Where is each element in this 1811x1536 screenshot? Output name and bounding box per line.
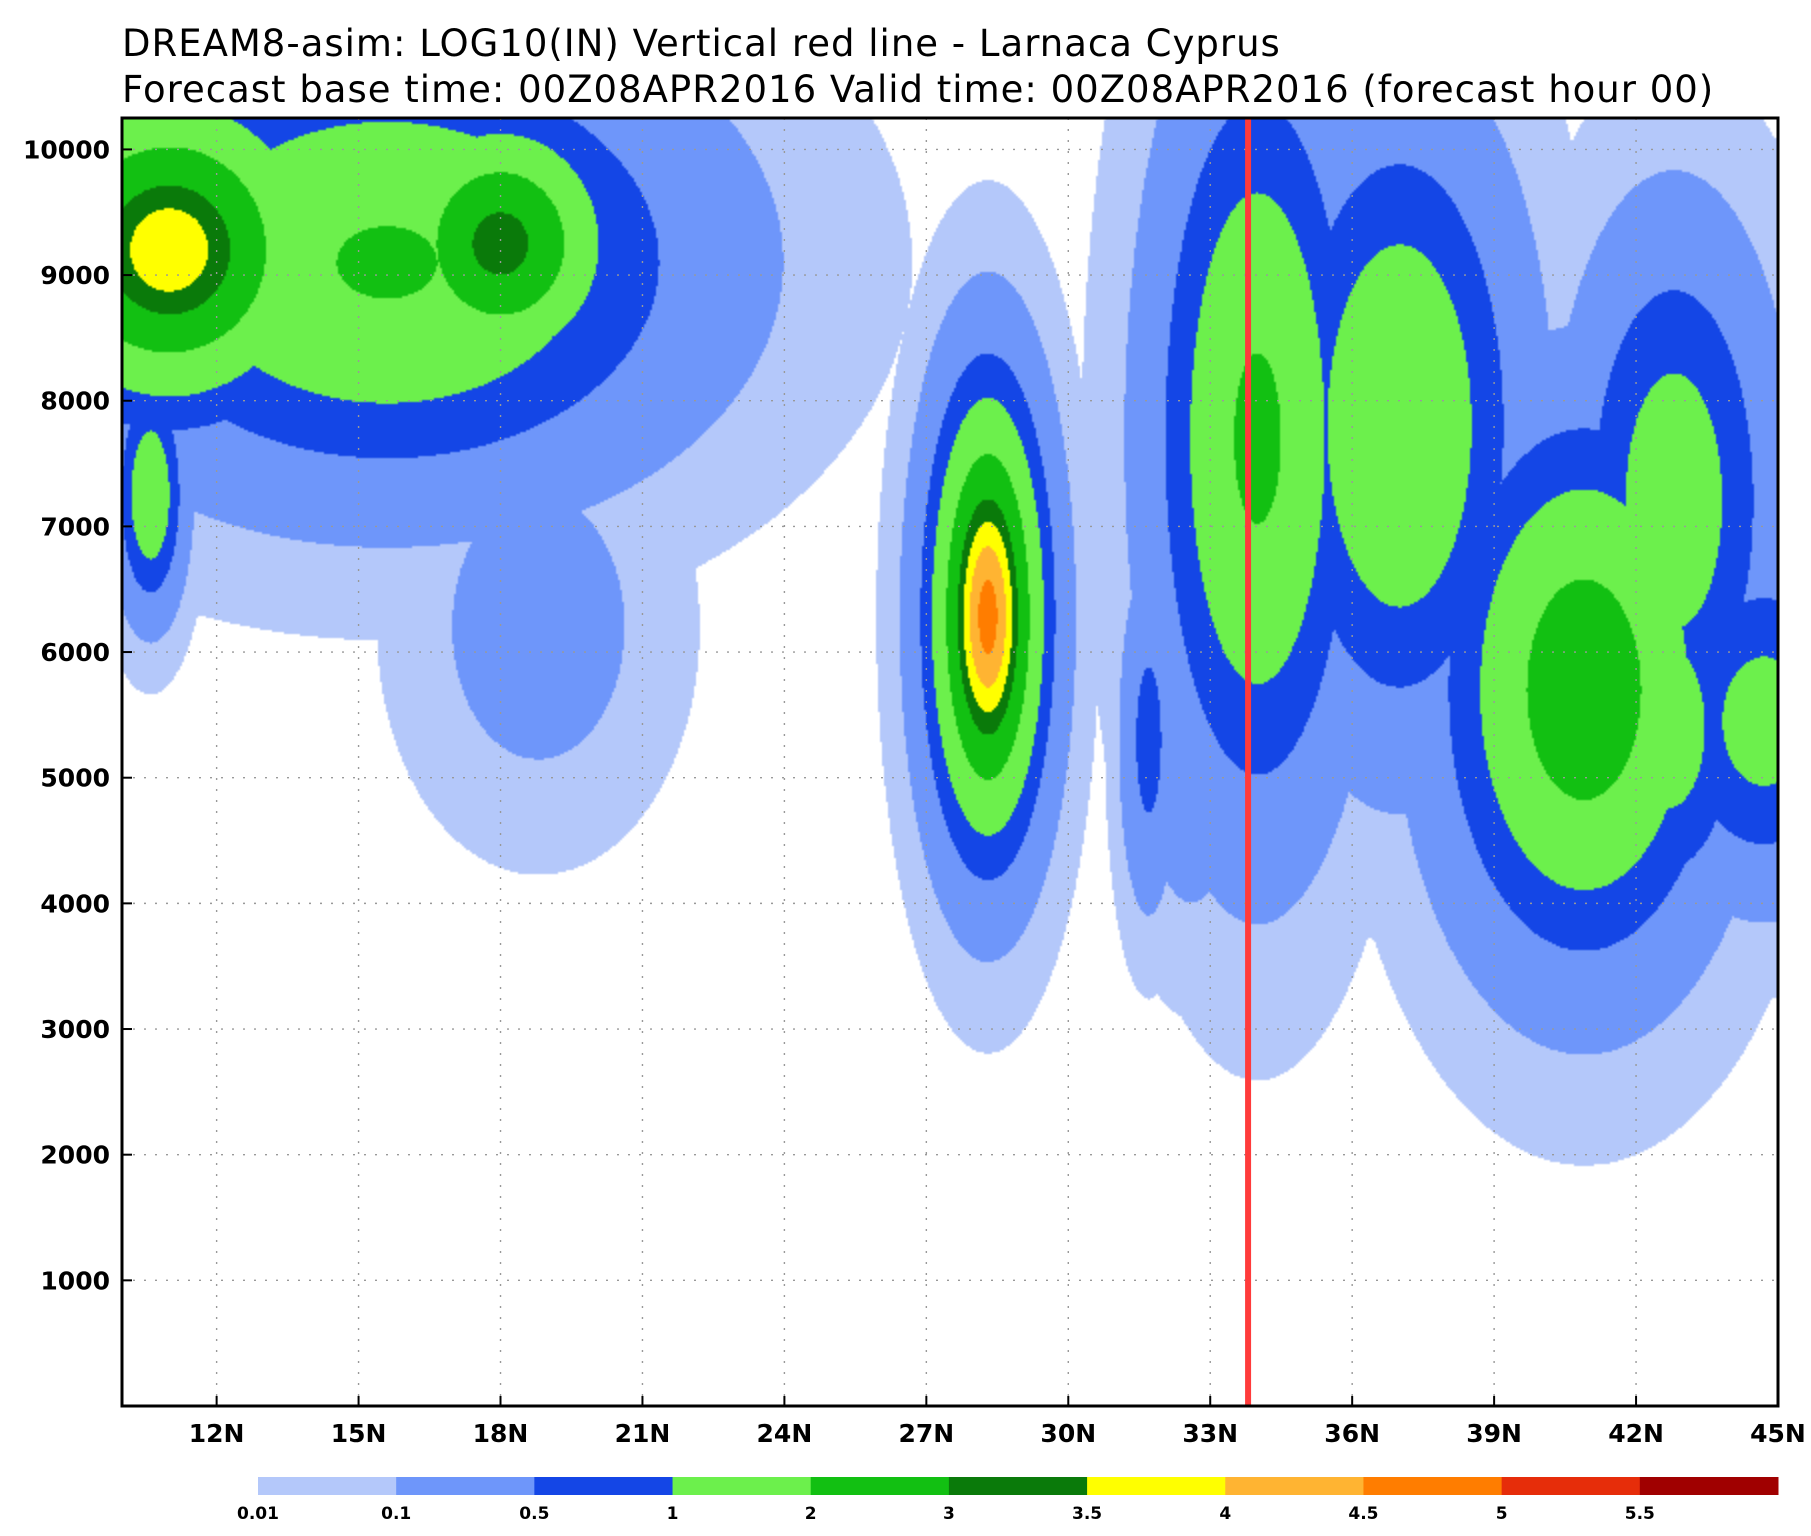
x-tick-label: 24N <box>757 1419 813 1448</box>
y-tick-label: 10000 <box>23 135 110 164</box>
colorbar-swatch <box>1639 1477 1779 1495</box>
gridlines <box>122 118 1778 1406</box>
colorbar-label: 2 <box>805 1504 817 1524</box>
y-tick-label: 9000 <box>40 261 110 290</box>
colorbar-swatch <box>810 1477 950 1495</box>
colorbar-label: 1 <box>667 1504 679 1524</box>
x-tick-label: 12N <box>189 1419 245 1448</box>
y-tick-label: 4000 <box>40 889 110 918</box>
chart-title: DREAM8-asim: LOG10(IN) Vertical red line… <box>122 22 1281 65</box>
colorbar-label: 5.5 <box>1625 1504 1655 1524</box>
colorbar-swatch <box>672 1477 812 1495</box>
y-tick-label: 8000 <box>40 387 110 416</box>
y-tick-label: 7000 <box>40 512 110 541</box>
colorbar-label: 5 <box>1496 1504 1508 1524</box>
colorbar-swatch <box>1087 1477 1226 1495</box>
y-tick-label: 2000 <box>40 1141 110 1170</box>
plot-area <box>120 116 1780 1408</box>
x-tick-label: 45N <box>1750 1419 1806 1448</box>
x-tick-label: 18N <box>473 1419 529 1448</box>
y-tick-label: 6000 <box>40 638 110 667</box>
y-tick-label: 5000 <box>40 764 110 793</box>
colorbar-label: 4 <box>1219 1504 1231 1524</box>
x-tick-label: 39N <box>1466 1419 1522 1448</box>
y-axis: 1000 2000 3000 4000 5000 6000 7000 8000 9000 1000… <box>23 135 132 1295</box>
colorbar: 0.01 0.1 0.5 1 2 3 3.5 4 4.5 5 5.5 <box>237 1477 1779 1524</box>
plot-frame <box>120 116 1780 1408</box>
x-tick-label: 21N <box>615 1419 671 1448</box>
x-tick-label: 33N <box>1182 1419 1238 1448</box>
colorbar-swatch <box>534 1477 674 1495</box>
colorbar-swatch <box>1501 1477 1641 1495</box>
colorbar-swatch <box>396 1477 535 1495</box>
x-axis: 12N 15N 18N 21N 24N 27N 30N 33N 36N 39N 42N 45N <box>189 1396 1806 1448</box>
colorbar-label: 4.5 <box>1348 1504 1378 1524</box>
colorbar-swatch <box>258 1477 397 1495</box>
dust-concentration-field <box>122 118 1778 1406</box>
y-tick-label: 1000 <box>40 1266 110 1295</box>
colorbar-swatch <box>1225 1477 1364 1495</box>
x-tick-label: 42N <box>1608 1419 1664 1448</box>
x-tick-label: 15N <box>331 1419 387 1448</box>
colorbar-swatch <box>1363 1477 1503 1495</box>
colorbar-label: 0.01 <box>237 1504 279 1524</box>
colorbar-label: 0.5 <box>519 1504 549 1524</box>
x-tick-label: 30N <box>1040 1419 1096 1448</box>
chart-subtitle: Forecast base time: 00Z08APR2016 Valid t… <box>122 68 1714 111</box>
colorbar-label: 3 <box>943 1504 955 1524</box>
colorbar-label: 3.5 <box>1072 1504 1102 1524</box>
y-tick-label: 3000 <box>40 1015 110 1044</box>
colorbar-label: 0.1 <box>381 1504 411 1524</box>
colorbar-swatch <box>948 1477 1088 1495</box>
x-tick-label: 36N <box>1324 1419 1380 1448</box>
x-tick-label: 27N <box>898 1419 954 1448</box>
